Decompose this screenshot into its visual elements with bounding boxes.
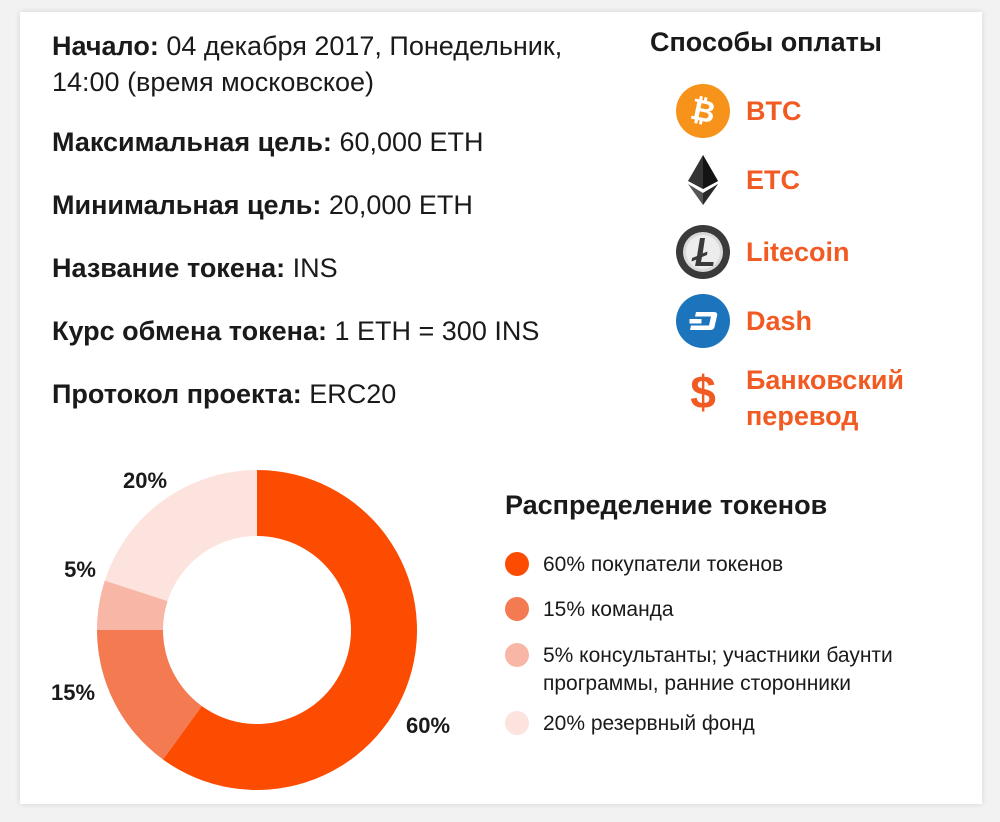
- start-row: Начало: 04 декабря 2017, Понедельник, 14…: [52, 28, 632, 100]
- protocol-row: Протокол проекта: ERC20: [52, 376, 632, 412]
- legend-label: 20% резервный фонд: [543, 712, 755, 735]
- legend-swatch: [505, 597, 529, 621]
- legend-label: 5% консультанты; участники баунти програ…: [543, 644, 893, 695]
- legend-swatch: [505, 711, 529, 735]
- payment-method-litecoin: Litecoin: [676, 225, 850, 279]
- payment-method-label: ETC: [746, 165, 800, 195]
- payment-method-label: Dash: [746, 306, 813, 336]
- start-value: 04 декабря 2017, Понедельник, 14:00 (вре…: [52, 31, 563, 97]
- donut-slice-5: [97, 580, 168, 630]
- ico-info: Начало: 04 декабря 2017, Понедельник, 14…: [52, 28, 632, 439]
- payment-method-dash: Dash: [676, 294, 812, 348]
- info-card: [20, 12, 982, 804]
- legend-label: 15% команда: [543, 598, 674, 621]
- exchange-rate-label: Курс обмена токена:: [52, 316, 327, 346]
- max-goal-label: Максимальная цель:: [52, 127, 332, 157]
- token-distribution-donut-chart: 20% 5% 15% 60%: [51, 468, 450, 791]
- litecoin-icon: [676, 225, 730, 279]
- slice-label-15: 15%: [51, 680, 95, 705]
- max-goal-value: 60,000 ETH: [339, 127, 484, 157]
- donut-slice-60: [162, 470, 417, 791]
- svg-text:₿: ₿: [688, 93, 719, 130]
- donut-slice-20: [104, 470, 257, 601]
- token-name-value: INS: [292, 253, 338, 283]
- legend-label: 60% покупатели токенов: [543, 553, 784, 576]
- exchange-rate-row: Курс обмена токена: 1 ETH = 300 INS: [52, 313, 632, 349]
- min-goal-value: 20,000 ETH: [328, 190, 473, 220]
- payment-method-label: Litecoin: [746, 237, 850, 267]
- dash-icon: [676, 294, 730, 348]
- bitcoin-icon: ₿: [676, 84, 730, 138]
- slice-label-5: 5%: [64, 557, 96, 582]
- legend-swatch: [505, 552, 529, 576]
- legend-item: 5% консультанты; участники баунти програ…: [505, 642, 945, 698]
- token-name-row: Название токена: INS: [52, 250, 632, 286]
- start-label: Начало:: [52, 31, 159, 61]
- min-goal-label: Минимальная цель:: [52, 190, 322, 220]
- payment-methods-title: Способы оплаты: [650, 27, 882, 57]
- dollar-icon: $: [676, 364, 730, 418]
- legend-item: 20% резервный фонд: [505, 710, 755, 738]
- protocol-label: Протокол проекта:: [52, 379, 302, 409]
- payment-method-label: Банковский перевод: [746, 365, 905, 431]
- token-name-label: Название токена:: [52, 253, 286, 283]
- exchange-rate-value: 1 ETH = 300 INS: [334, 316, 540, 346]
- donut-slice-15: [97, 630, 202, 760]
- svg-text:$: $: [690, 366, 716, 418]
- min-goal-row: Минимальная цель: 20,000 ETH: [52, 187, 632, 223]
- payment-method-btc: ₿ BTC: [676, 84, 802, 138]
- slice-label-20: 20%: [123, 468, 167, 493]
- max-goal-row: Максимальная цель: 60,000 ETH: [52, 124, 632, 160]
- payment-method-label: BTC: [746, 96, 802, 126]
- ethereum-icon: [676, 153, 730, 207]
- slice-label-60: 60%: [406, 713, 450, 738]
- payment-method-etc: ETC: [676, 153, 800, 207]
- legend-item: 15% команда: [505, 596, 674, 624]
- protocol-value: ERC20: [309, 379, 397, 409]
- payment-method-bank-transfer: $ Банковский перевод: [676, 362, 926, 434]
- chart-title: Распределение токенов: [505, 490, 828, 520]
- legend-item: 60% покупатели токенов: [505, 551, 783, 579]
- legend-swatch: [505, 643, 529, 667]
